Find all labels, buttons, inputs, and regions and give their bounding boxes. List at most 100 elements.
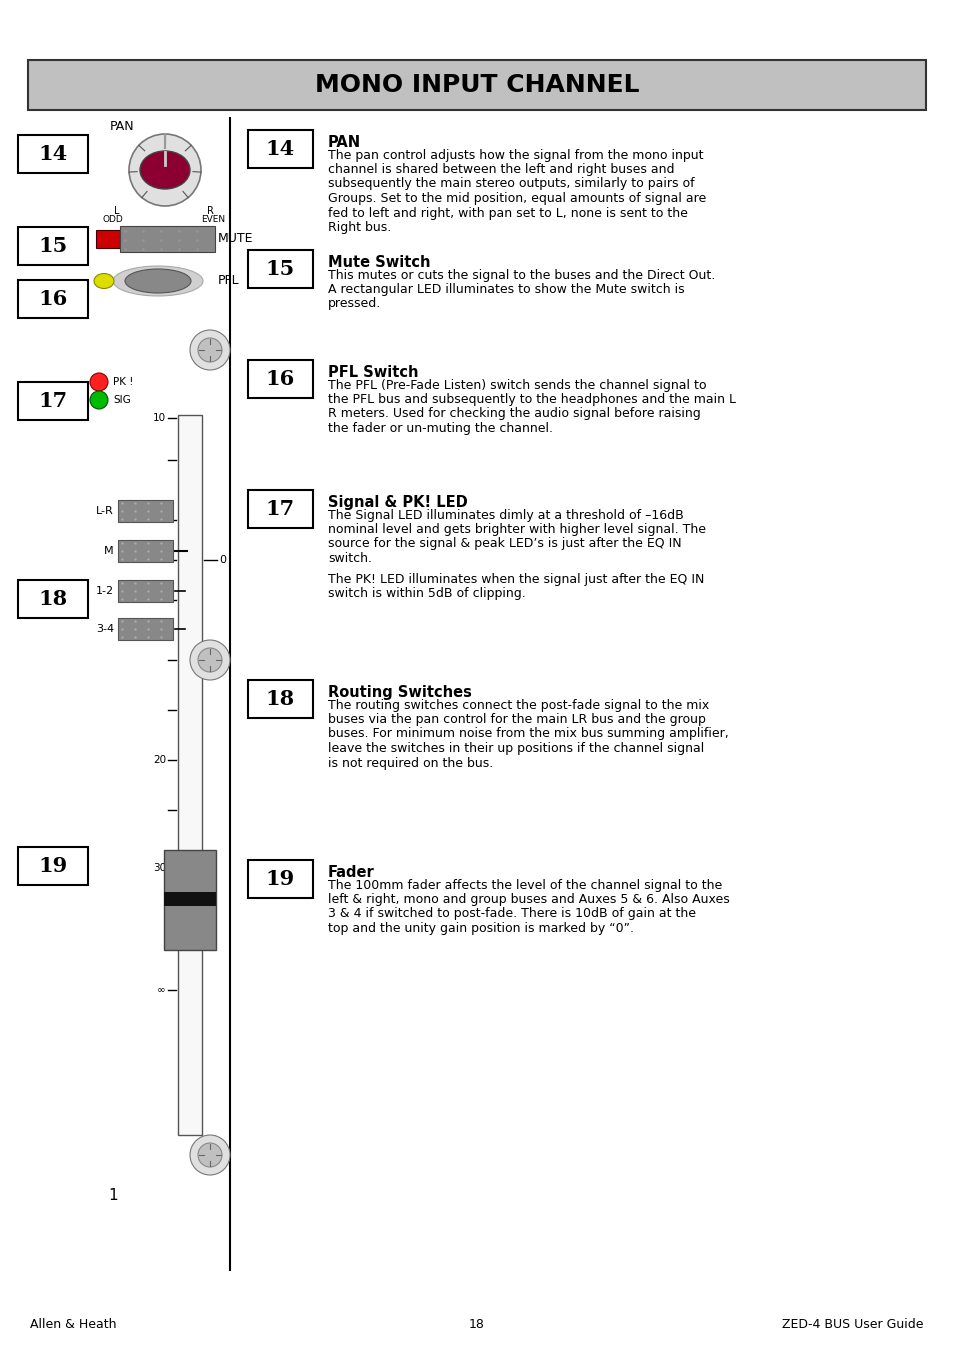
Text: ODD: ODD bbox=[103, 215, 123, 224]
Circle shape bbox=[198, 338, 222, 362]
Text: fed to left and right, with pan set to L, none is sent to the: fed to left and right, with pan set to L… bbox=[328, 207, 687, 219]
Text: the fader or un-muting the channel.: the fader or un-muting the channel. bbox=[328, 422, 553, 435]
Bar bbox=[164, 850, 215, 950]
Text: 15: 15 bbox=[38, 236, 68, 255]
Text: PAN: PAN bbox=[328, 135, 361, 150]
FancyBboxPatch shape bbox=[18, 135, 88, 173]
Text: 16: 16 bbox=[38, 289, 68, 309]
FancyBboxPatch shape bbox=[18, 227, 88, 265]
Bar bbox=[120, 226, 214, 253]
Text: top and the unity gain position is marked by “0”.: top and the unity gain position is marke… bbox=[328, 921, 634, 935]
Bar bbox=[118, 580, 172, 603]
Circle shape bbox=[198, 1143, 222, 1167]
Circle shape bbox=[90, 373, 108, 390]
Text: the PFL bus and subsequently to the headphones and the main L: the PFL bus and subsequently to the head… bbox=[328, 393, 735, 407]
Text: 18: 18 bbox=[38, 589, 68, 609]
Text: ZED-4 BUS User Guide: ZED-4 BUS User Guide bbox=[781, 1319, 923, 1332]
FancyBboxPatch shape bbox=[248, 130, 313, 168]
Text: pressed.: pressed. bbox=[328, 297, 381, 311]
Text: 19: 19 bbox=[38, 857, 68, 875]
Text: 18: 18 bbox=[469, 1319, 484, 1332]
Text: Allen & Heath: Allen & Heath bbox=[30, 1319, 116, 1332]
Text: 20: 20 bbox=[152, 755, 166, 765]
Text: 19: 19 bbox=[266, 869, 294, 889]
FancyBboxPatch shape bbox=[18, 580, 88, 617]
Bar bbox=[96, 230, 120, 249]
Text: 15: 15 bbox=[266, 259, 294, 280]
Text: The PFL (Pre-Fade Listen) switch sends the channel signal to: The PFL (Pre-Fade Listen) switch sends t… bbox=[328, 378, 706, 392]
Text: leave the switches in their up positions if the channel signal: leave the switches in their up positions… bbox=[328, 742, 703, 755]
Text: ∞: ∞ bbox=[157, 985, 166, 994]
Bar bbox=[118, 617, 172, 640]
Text: EVEN: EVEN bbox=[201, 215, 225, 224]
Circle shape bbox=[190, 1135, 230, 1175]
Text: 0: 0 bbox=[159, 555, 166, 565]
Text: 1: 1 bbox=[108, 1188, 117, 1202]
FancyBboxPatch shape bbox=[18, 382, 88, 420]
Ellipse shape bbox=[112, 266, 203, 296]
Text: left & right, mono and group buses and Auxes 5 & 6. Also Auxes: left & right, mono and group buses and A… bbox=[328, 893, 729, 907]
Text: source for the signal & peak LED’s is just after the EQ IN: source for the signal & peak LED’s is ju… bbox=[328, 538, 680, 550]
Text: The Signal LED illuminates dimly at a threshold of –16dB: The Signal LED illuminates dimly at a th… bbox=[328, 508, 683, 521]
Text: nominal level and gets brighter with higher level signal. The: nominal level and gets brighter with hig… bbox=[328, 523, 705, 536]
Text: subsequently the main stereo outputs, similarly to pairs of: subsequently the main stereo outputs, si… bbox=[328, 177, 694, 190]
Text: channel is shared between the left and right buses and: channel is shared between the left and r… bbox=[328, 163, 674, 176]
Text: 14: 14 bbox=[38, 145, 68, 163]
Text: Signal & PK! LED: Signal & PK! LED bbox=[328, 494, 467, 509]
Text: buses via the pan control for the main LR bus and the group: buses via the pan control for the main L… bbox=[328, 713, 705, 725]
Text: PFL Switch: PFL Switch bbox=[328, 365, 418, 380]
Text: 18: 18 bbox=[266, 689, 294, 709]
FancyBboxPatch shape bbox=[248, 250, 313, 288]
Text: PFL: PFL bbox=[218, 274, 239, 288]
Circle shape bbox=[190, 640, 230, 680]
Text: Routing Switches: Routing Switches bbox=[328, 685, 472, 700]
Bar bbox=[118, 540, 172, 562]
Text: L-R: L-R bbox=[96, 507, 113, 516]
Text: Right bus.: Right bus. bbox=[328, 222, 391, 234]
Text: is not required on the bus.: is not required on the bus. bbox=[328, 757, 493, 770]
Text: 14: 14 bbox=[266, 139, 294, 159]
Bar bbox=[118, 500, 172, 521]
Text: 17: 17 bbox=[266, 499, 294, 519]
Text: The routing switches connect the post-fade signal to the mix: The routing switches connect the post-fa… bbox=[328, 698, 708, 712]
Text: A rectangular LED illuminates to show the Mute switch is: A rectangular LED illuminates to show th… bbox=[328, 282, 684, 296]
Text: 3-4: 3-4 bbox=[95, 624, 113, 634]
Text: MUTE: MUTE bbox=[218, 232, 253, 246]
Text: The PK! LED illuminates when the signal just after the EQ IN: The PK! LED illuminates when the signal … bbox=[328, 573, 703, 585]
Circle shape bbox=[190, 330, 230, 370]
Text: PK !: PK ! bbox=[112, 377, 133, 386]
Text: 1-2: 1-2 bbox=[95, 586, 113, 596]
Ellipse shape bbox=[94, 273, 113, 289]
Text: The pan control adjusts how the signal from the mono input: The pan control adjusts how the signal f… bbox=[328, 149, 702, 162]
Ellipse shape bbox=[140, 151, 190, 189]
Text: SIG: SIG bbox=[112, 394, 131, 405]
FancyBboxPatch shape bbox=[28, 59, 925, 109]
FancyBboxPatch shape bbox=[248, 680, 313, 717]
Text: buses. For minimum noise from the mix bus summing amplifier,: buses. For minimum noise from the mix bu… bbox=[328, 727, 728, 740]
Text: 30: 30 bbox=[152, 863, 166, 873]
Text: switch.: switch. bbox=[328, 553, 372, 565]
Ellipse shape bbox=[125, 269, 191, 293]
Text: PAN: PAN bbox=[110, 120, 134, 132]
FancyBboxPatch shape bbox=[18, 847, 88, 885]
Text: 17: 17 bbox=[38, 390, 68, 411]
Text: L: L bbox=[114, 205, 120, 216]
Text: M: M bbox=[104, 546, 113, 557]
Circle shape bbox=[90, 390, 108, 409]
Text: Fader: Fader bbox=[328, 865, 375, 880]
Text: R: R bbox=[207, 205, 213, 216]
FancyBboxPatch shape bbox=[248, 359, 313, 399]
Text: 0: 0 bbox=[219, 555, 226, 565]
Text: Mute Switch: Mute Switch bbox=[328, 255, 430, 270]
Text: R meters. Used for checking the audio signal before raising: R meters. Used for checking the audio si… bbox=[328, 408, 700, 420]
Text: The 100mm fader affects the level of the channel signal to the: The 100mm fader affects the level of the… bbox=[328, 878, 721, 892]
Bar bbox=[178, 415, 202, 1135]
FancyBboxPatch shape bbox=[18, 280, 88, 317]
Text: switch is within 5dB of clipping.: switch is within 5dB of clipping. bbox=[328, 586, 525, 600]
Text: This mutes or cuts the signal to the buses and the Direct Out.: This mutes or cuts the signal to the bus… bbox=[328, 269, 715, 281]
Text: 16: 16 bbox=[266, 369, 294, 389]
Text: Groups. Set to the mid position, equal amounts of signal are: Groups. Set to the mid position, equal a… bbox=[328, 192, 705, 205]
FancyBboxPatch shape bbox=[248, 861, 313, 898]
FancyBboxPatch shape bbox=[248, 490, 313, 528]
Text: 3 & 4 if switched to post-fade. There is 10dB of gain at the: 3 & 4 if switched to post-fade. There is… bbox=[328, 908, 696, 920]
